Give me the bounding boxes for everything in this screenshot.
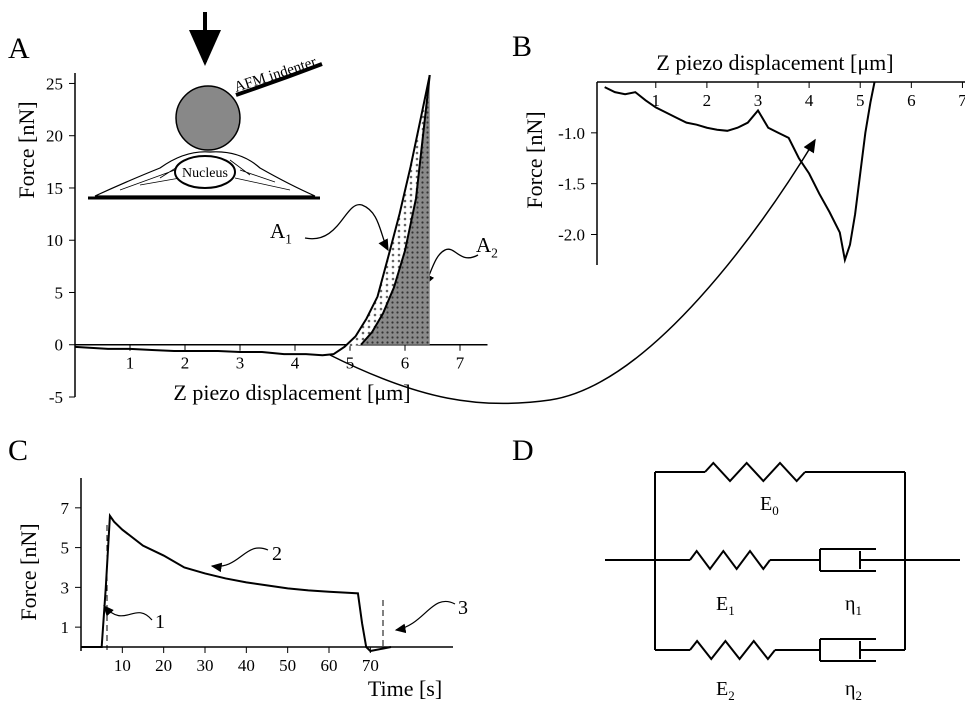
x-tick-label: 1 xyxy=(126,354,135,373)
label-sub: 2 xyxy=(855,688,862,703)
x-tick-label: 30 xyxy=(197,656,214,675)
panel-label: C xyxy=(8,434,28,467)
x-tick-label: 6 xyxy=(401,354,410,373)
label-main: 3 xyxy=(458,597,468,619)
x-tick-label: 40 xyxy=(238,656,255,675)
label-main: E xyxy=(716,678,728,700)
circuit-diagram xyxy=(605,461,960,662)
x-axis-title: Z piezo displacement [μm] xyxy=(656,50,893,75)
label-main: η xyxy=(845,593,855,615)
panel-label: D xyxy=(512,434,534,467)
y-tick-label: 0 xyxy=(55,336,64,355)
x-tick-label: 7 xyxy=(958,91,965,110)
label-sub: 1 xyxy=(855,603,862,618)
x-tick-label: 3 xyxy=(754,91,763,110)
label-main: E xyxy=(760,493,772,515)
label: A2 xyxy=(476,233,498,260)
label-main: A xyxy=(476,233,492,257)
y-tick-label: -1.5 xyxy=(558,175,585,194)
data-line xyxy=(81,512,392,653)
y-tick-label: 5 xyxy=(61,539,70,558)
label: η1 xyxy=(845,593,862,618)
diagram-line xyxy=(819,548,876,572)
y-axis-title: Force [nN] xyxy=(522,111,547,208)
region-a2 xyxy=(361,75,430,345)
label-sub: 2 xyxy=(491,245,498,260)
label: 2 xyxy=(272,543,282,565)
y-axis-title: Force [nN] xyxy=(16,523,41,620)
label: E2 xyxy=(716,678,735,703)
y-tick-label: -2.0 xyxy=(558,226,585,245)
x-axis-title: Z piezo displacement [μm] xyxy=(173,380,410,405)
label-main: A xyxy=(270,219,286,243)
label: 1 xyxy=(155,611,165,633)
panel-label: B xyxy=(512,30,532,63)
label-main: Nucleus xyxy=(182,166,228,181)
diagram-line xyxy=(689,639,776,661)
label: Nucleus xyxy=(182,166,228,181)
label: 3 xyxy=(458,597,468,619)
x-tick-label: 4 xyxy=(805,91,814,110)
x-tick-label: 60 xyxy=(321,656,338,675)
y-tick-label: -1.0 xyxy=(558,124,585,143)
label-sub: 2 xyxy=(728,688,735,703)
label: A1 xyxy=(270,219,292,246)
x-tick-label: 50 xyxy=(279,656,296,675)
diagram-line xyxy=(819,638,876,662)
x-tick-label: 5 xyxy=(856,91,865,110)
label-main: E xyxy=(716,593,728,615)
data-line xyxy=(604,81,876,264)
y-tick-label: 5 xyxy=(55,283,64,302)
x-tick-label: 7 xyxy=(456,354,465,373)
y-tick-label: 15 xyxy=(46,179,63,198)
label-sub: 1 xyxy=(285,231,292,246)
x-tick-label: 6 xyxy=(907,91,916,110)
diagram-line xyxy=(704,461,806,483)
y-tick-label: 25 xyxy=(46,74,63,93)
y-tick-label: 7 xyxy=(61,499,70,518)
y-tick-label: -5 xyxy=(49,388,63,407)
x-tick-label: 10 xyxy=(114,656,131,675)
y-tick-label: 1 xyxy=(61,618,70,637)
label: AFM indenter xyxy=(232,54,318,96)
label-sub: 1 xyxy=(728,603,735,618)
label-main: η xyxy=(845,678,855,700)
panel-label: A xyxy=(8,32,30,65)
x-tick-label: 5 xyxy=(346,354,355,373)
x-tick-label: 3 xyxy=(236,354,245,373)
y-tick-label: 20 xyxy=(46,127,63,146)
label: η2 xyxy=(845,678,862,703)
x-tick-label: 2 xyxy=(703,91,712,110)
y-tick-label: 3 xyxy=(61,578,70,597)
label: E1 xyxy=(716,593,735,618)
label-sub: 0 xyxy=(772,503,779,518)
x-tick-label: 2 xyxy=(181,354,190,373)
data-line xyxy=(74,74,431,357)
x-tick-label: 4 xyxy=(291,354,300,373)
label: E0 xyxy=(760,493,779,518)
x-tick-label: 70 xyxy=(362,656,379,675)
data-line xyxy=(360,74,431,346)
y-tick-label: 10 xyxy=(46,231,63,250)
x-tick-label: 1 xyxy=(652,91,661,110)
label-main: 2 xyxy=(272,543,282,565)
y-axis-title: Force [nN] xyxy=(14,101,39,198)
x-axis-title: Time [s] xyxy=(368,676,442,701)
inset-drawing xyxy=(88,12,816,650)
diagram-line xyxy=(689,549,771,571)
label-main: AFM indenter xyxy=(232,54,318,96)
x-tick-label: 20 xyxy=(155,656,172,675)
label-main: 1 xyxy=(155,611,165,633)
